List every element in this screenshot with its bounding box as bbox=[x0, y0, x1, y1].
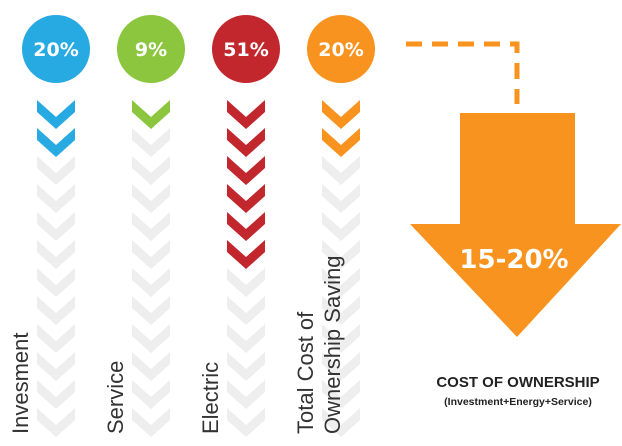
chevron-inactive bbox=[37, 240, 75, 269]
chevron-colored bbox=[322, 100, 360, 129]
column-label: Service bbox=[103, 361, 128, 434]
chevron-inactive bbox=[132, 240, 170, 269]
percent-value: 20% bbox=[318, 39, 363, 61]
chevron-inactive bbox=[37, 156, 75, 185]
column-label: Total Cost of bbox=[293, 311, 318, 434]
chevron-inactive bbox=[132, 352, 170, 381]
percent-circle bbox=[117, 15, 185, 83]
percent-circle bbox=[307, 15, 375, 83]
chevron-inactive bbox=[132, 268, 170, 297]
chevron-inactive bbox=[132, 156, 170, 185]
column-1: 20% Invesment bbox=[8, 15, 90, 437]
chevron-inactive bbox=[322, 184, 360, 213]
chevron-colored bbox=[227, 184, 265, 213]
chevron-inactive bbox=[132, 296, 170, 325]
chevron-colored bbox=[227, 128, 265, 157]
chevron-inactive bbox=[322, 408, 360, 437]
chevron-inactive bbox=[132, 184, 170, 213]
column-label: Electric bbox=[198, 362, 223, 434]
percent-value: 9% bbox=[135, 39, 167, 61]
chevron-inactive bbox=[37, 352, 75, 381]
chevron-colored bbox=[227, 240, 265, 269]
chevron-colored bbox=[227, 156, 265, 185]
chevron-inactive bbox=[37, 268, 75, 297]
chevron-inactive bbox=[132, 380, 170, 409]
chevron-inactive bbox=[227, 268, 265, 297]
chevron-inactive bbox=[322, 324, 360, 353]
chevron-colored bbox=[37, 128, 75, 157]
chevron-inactive bbox=[322, 352, 360, 381]
chevron-colored bbox=[227, 100, 265, 129]
chevron-inactive bbox=[322, 212, 360, 241]
chevron-inactive bbox=[227, 352, 265, 381]
chevron-inactive bbox=[132, 408, 170, 437]
chevron-colored bbox=[227, 212, 265, 241]
chevron-inactive bbox=[37, 296, 75, 325]
chevron-inactive bbox=[322, 240, 360, 269]
chevron-inactive bbox=[227, 408, 265, 437]
down-arrow-icon bbox=[410, 113, 621, 337]
chevron-inactive bbox=[37, 184, 75, 213]
percent-circle bbox=[212, 15, 280, 83]
cost-of-ownership-subtitle: (Investment+Energy+Service) bbox=[444, 396, 592, 408]
percent-circle bbox=[22, 15, 90, 83]
column-label: Ownership Saving bbox=[320, 255, 345, 434]
chevron-inactive bbox=[132, 324, 170, 353]
column-2: 9% Service bbox=[103, 15, 185, 437]
chevron-inactive bbox=[322, 380, 360, 409]
chevron-colored bbox=[37, 100, 75, 129]
dashed-connector bbox=[406, 41, 520, 104]
column-4: 20% Total Cost of Ownership Saving bbox=[293, 15, 375, 437]
chevron-colored bbox=[132, 100, 170, 129]
percent-value: 51% bbox=[223, 39, 268, 61]
chevron-inactive bbox=[37, 324, 75, 353]
chevron-inactive bbox=[37, 408, 75, 437]
chevron-inactive bbox=[322, 296, 360, 325]
chevron-inactive bbox=[322, 268, 360, 297]
chevron-inactive bbox=[37, 212, 75, 241]
column-label: Invesment bbox=[8, 333, 33, 435]
chevron-inactive bbox=[132, 128, 170, 157]
chevron-inactive bbox=[227, 296, 265, 325]
column-3: 51% Electric bbox=[198, 15, 280, 437]
chevron-inactive bbox=[227, 380, 265, 409]
percent-value: 20% bbox=[33, 39, 78, 61]
chevron-inactive bbox=[322, 156, 360, 185]
chevron-inactive bbox=[37, 380, 75, 409]
cost-of-ownership-title: COST OF OWNERSHIP bbox=[436, 374, 600, 391]
chevron-inactive bbox=[227, 324, 265, 353]
chevron-colored bbox=[322, 128, 360, 157]
saving-range-value: 15-20% bbox=[459, 245, 568, 275]
chevron-inactive bbox=[132, 212, 170, 241]
